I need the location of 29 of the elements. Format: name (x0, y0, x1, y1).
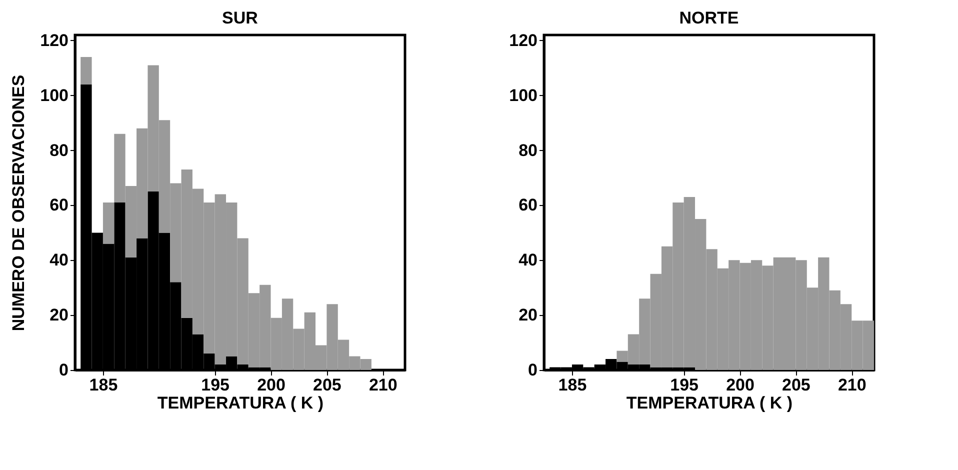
x-axis-title: TEMPERATURA ( K ) (157, 394, 324, 412)
x-tick-label: 200 (257, 376, 286, 394)
y-tick-label: 60 (50, 196, 68, 215)
y-axis-title: NUMERO DE OBSERVACIONES (9, 74, 28, 332)
x-tick-label: 195 (670, 376, 699, 394)
y-tick-label: 0 (528, 360, 538, 380)
x-tick-label: 200 (726, 376, 754, 394)
x-tick-label: 185 (558, 376, 587, 394)
x-tick-label: 210 (368, 376, 398, 394)
y-tick-label: 120 (40, 30, 68, 50)
x-tick-label: 210 (838, 376, 866, 394)
y-tick-label: 40 (518, 250, 538, 270)
y-tick-label: 40 (50, 250, 68, 270)
x-tick-label: 205 (782, 376, 810, 394)
chart-title: SUR (222, 8, 258, 28)
y-tick-label: 20 (518, 306, 538, 325)
y-tick-label: 100 (509, 86, 538, 105)
y-tick-label: 20 (50, 306, 68, 325)
x-tick-label: 205 (313, 376, 342, 394)
y-tick-label: 100 (40, 86, 68, 105)
x-axis-title: TEMPERATURA ( K ) (626, 394, 793, 412)
y-tick-label: 80 (50, 140, 68, 160)
chart-title: NORTE (679, 8, 739, 28)
y-tick-label: 120 (509, 30, 538, 50)
y-tick-label: 80 (518, 140, 538, 160)
y-tick-label: 60 (518, 196, 538, 215)
x-tick-label: 185 (89, 376, 118, 394)
x-tick-label: 195 (201, 376, 230, 394)
y-tick-label: 0 (59, 360, 68, 380)
